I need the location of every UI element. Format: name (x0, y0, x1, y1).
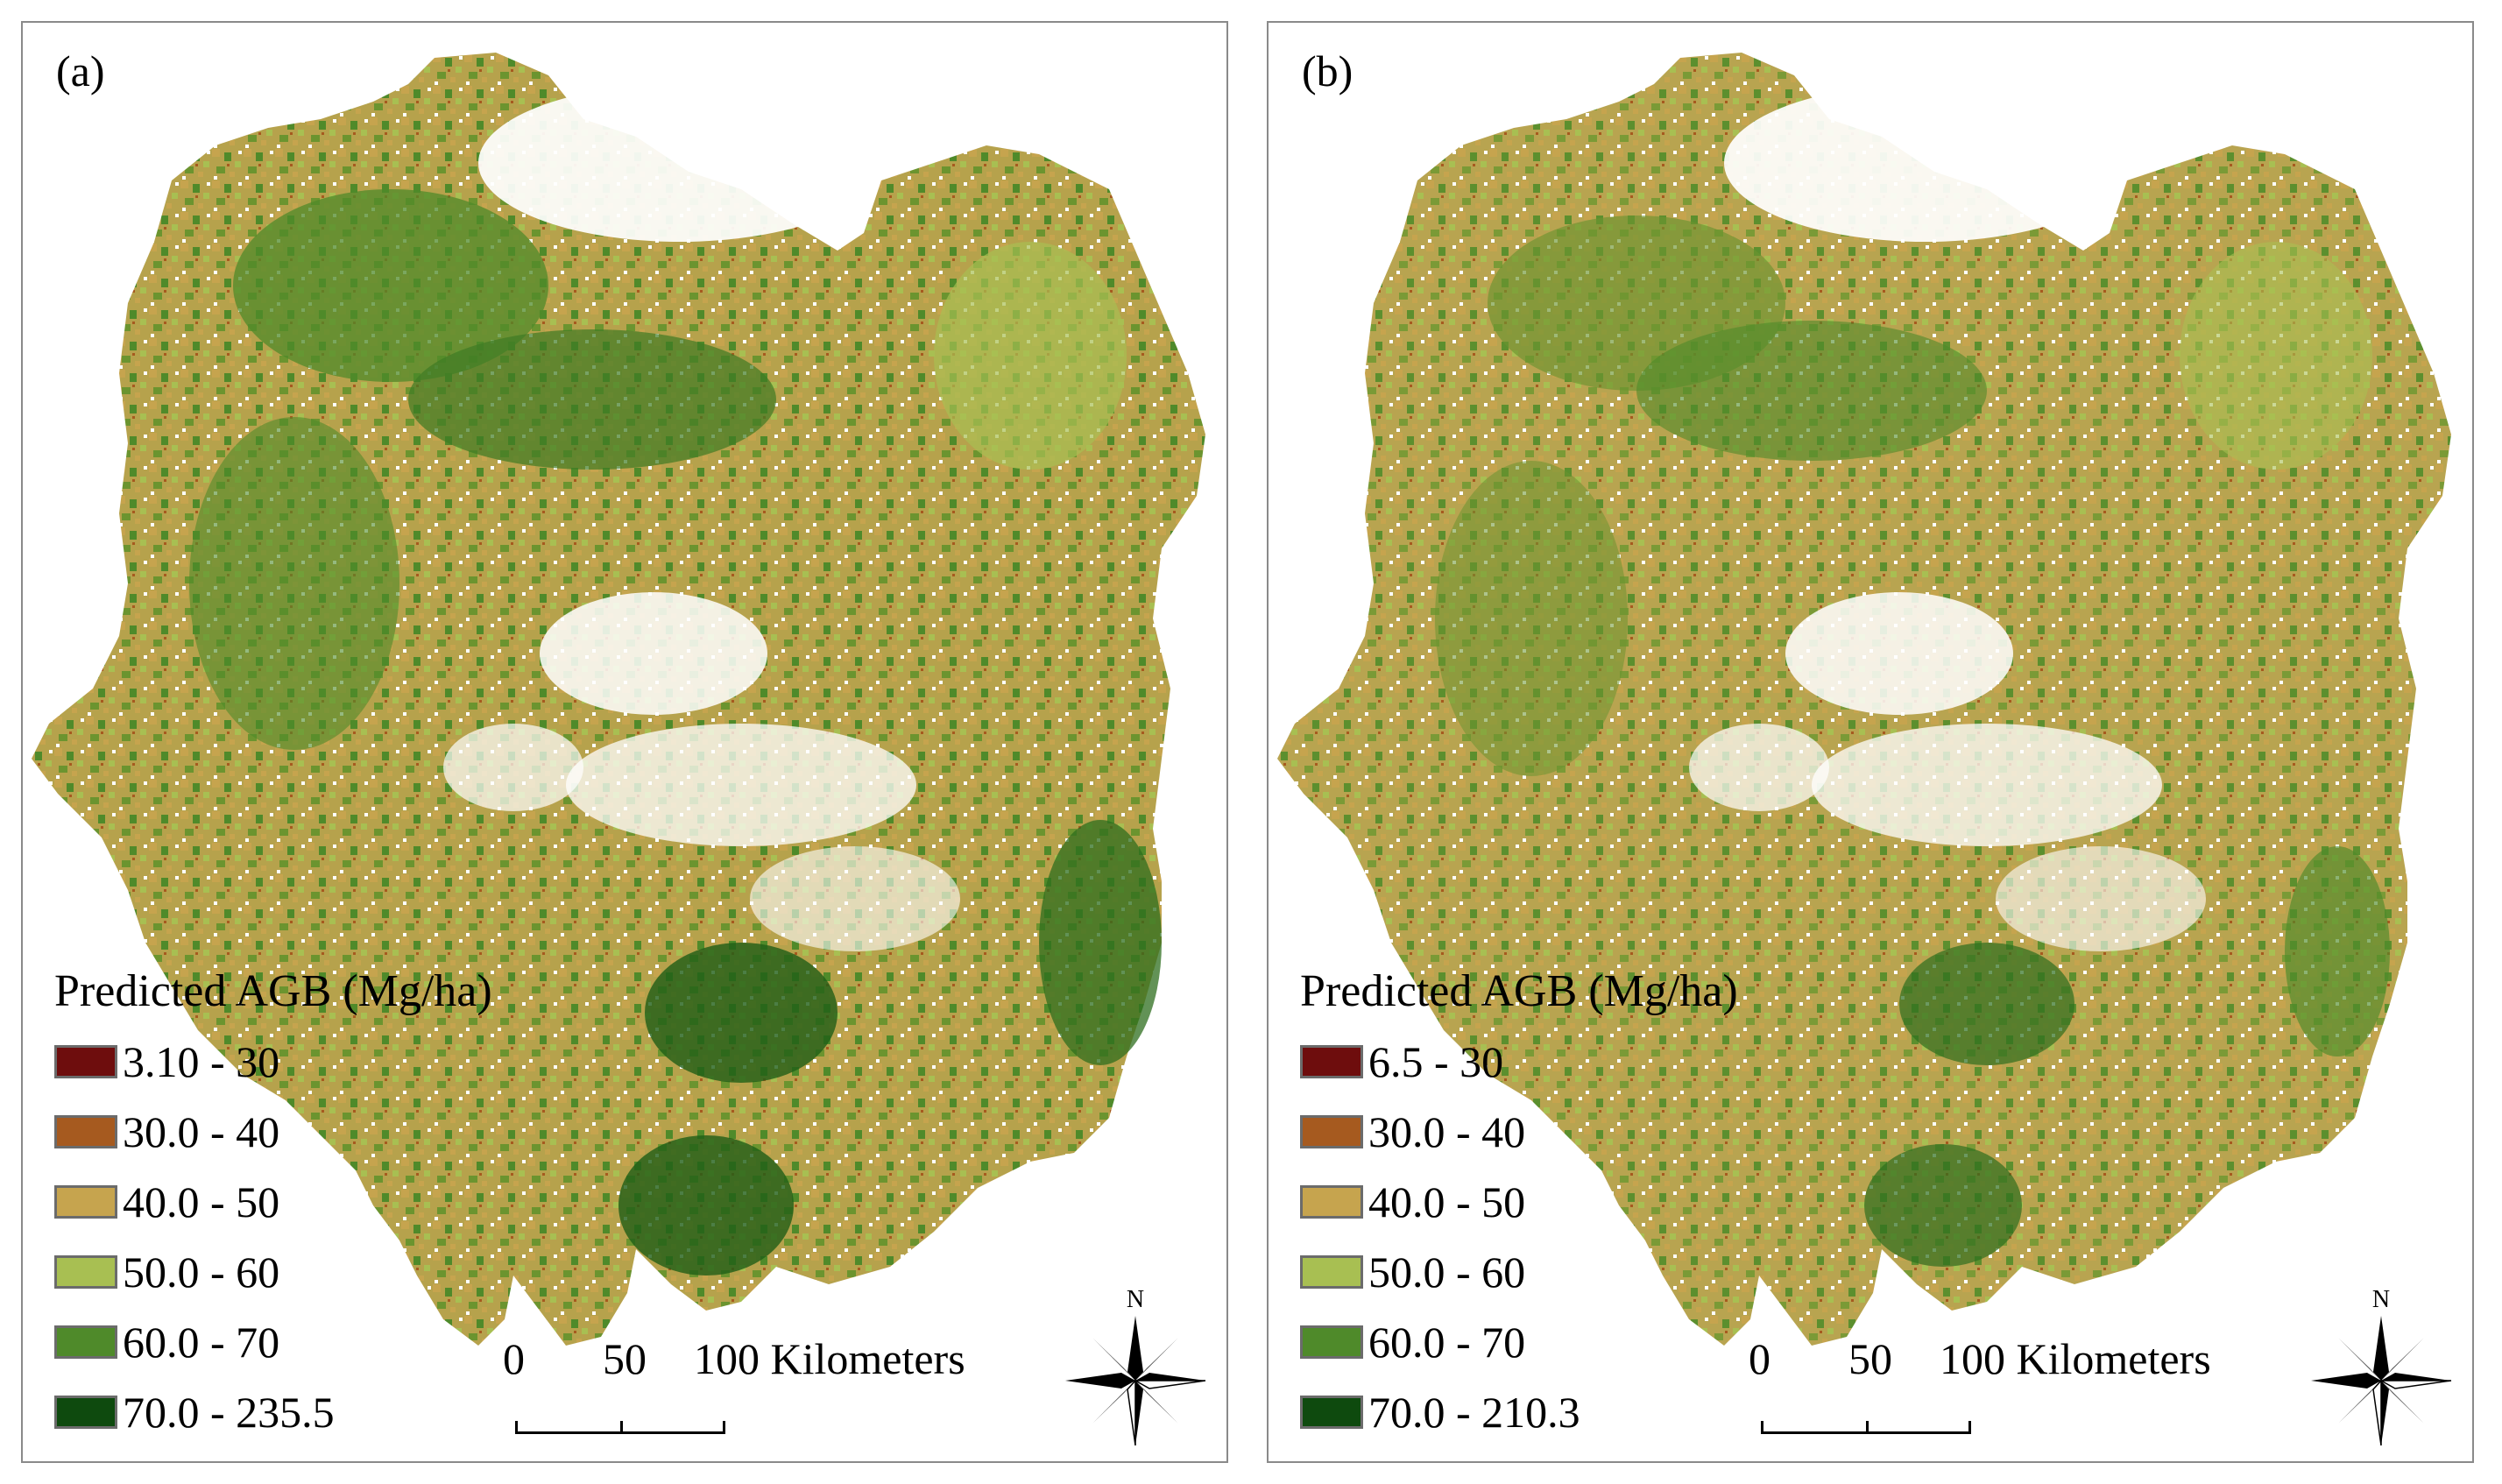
north-label: N (1127, 1286, 1144, 1313)
scale-label-100: 100 Kilometers (1940, 1334, 2211, 1383)
legend-swatch (54, 1185, 117, 1219)
legend-label: 6.5 - 30 (1368, 1037, 1504, 1086)
legend-swatch (1300, 1045, 1363, 1078)
legend-item: 50.0 - 60 (1300, 1237, 1738, 1307)
legend-label: 50.0 - 60 (123, 1247, 280, 1297)
legend-swatch (1300, 1255, 1363, 1289)
legend-item: 60.0 - 70 (54, 1307, 492, 1377)
legend-swatch (54, 1045, 117, 1078)
legend-item: 3.10 - 30 (54, 1027, 492, 1097)
legend-item: 40.0 - 50 (54, 1167, 492, 1237)
legend-item: 60.0 - 70 (1300, 1307, 1738, 1377)
legend-label: 40.0 - 50 (123, 1177, 280, 1226)
legend-swatch (1300, 1396, 1363, 1429)
legend-item: 40.0 - 50 (1300, 1167, 1738, 1237)
north-label: N (2372, 1286, 2390, 1313)
agb-map-b (1277, 53, 2451, 1346)
legend-label: 70.0 - 235.5 (123, 1388, 335, 1437)
legend-label: 30.0 - 40 (1368, 1107, 1526, 1156)
panel-label: (a) (56, 46, 105, 95)
legend: Predicted AGB (Mg/ha) 3.10 - 30 30.0 - 4… (54, 969, 492, 1447)
legend-swatch (1300, 1115, 1363, 1148)
legend-label: 50.0 - 60 (1368, 1247, 1526, 1297)
legend-item: 50.0 - 60 (54, 1237, 492, 1307)
scale-label-0: 0 (503, 1334, 525, 1383)
legend-title: Predicted AGB (Mg/ha) (1300, 966, 1738, 1016)
scale-tick (1761, 1421, 1763, 1434)
legend-swatch (54, 1115, 117, 1148)
map-panel-a: (a) Predicted AGB (Mg/ha) 3.10 - 30 30.0… (21, 21, 1228, 1463)
legend-swatch (54, 1325, 117, 1359)
scale-label-0: 0 (1749, 1334, 1770, 1383)
scale-label-100: 100 Kilometers (694, 1334, 965, 1383)
legend-swatch (54, 1396, 117, 1429)
scale-tick (620, 1421, 623, 1434)
scale-bar: 0 50 100 Kilometers (461, 1337, 986, 1451)
legend-label: 60.0 - 70 (1368, 1318, 1526, 1367)
legend-label: 3.10 - 30 (123, 1037, 280, 1086)
legend-label: 30.0 - 40 (123, 1107, 280, 1156)
legend-item: 30.0 - 40 (1300, 1097, 1738, 1167)
scale-label-50: 50 (1848, 1334, 1892, 1383)
legend-label: 40.0 - 50 (1368, 1177, 1526, 1226)
agb-map-a (32, 53, 1205, 1346)
scale-tick (515, 1421, 518, 1434)
scale-tick (1866, 1421, 1869, 1434)
legend-item: 70.0 - 210.3 (1300, 1377, 1738, 1447)
legend-swatch (1300, 1185, 1363, 1219)
legend-swatch (54, 1255, 117, 1289)
scale-label-50: 50 (603, 1334, 647, 1383)
legend-item: 70.0 - 235.5 (54, 1377, 492, 1447)
legend-item: 30.0 - 40 (54, 1097, 492, 1167)
legend-title: Predicted AGB (Mg/ha) (54, 966, 492, 1016)
legend-item: 6.5 - 30 (1300, 1027, 1738, 1097)
scale-bar: 0 50 100 Kilometers (1707, 1337, 2232, 1451)
panel-label: (b) (1302, 46, 1353, 95)
north-arrow-icon: N (2311, 1286, 2452, 1446)
north-arrow-icon: N (1065, 1286, 1206, 1446)
legend-label: 70.0 - 210.3 (1368, 1388, 1580, 1437)
legend-label: 60.0 - 70 (123, 1318, 280, 1367)
scale-tick (1968, 1421, 1971, 1434)
legend-swatch (1300, 1325, 1363, 1359)
legend: Predicted AGB (Mg/ha) 6.5 - 30 30.0 - 40… (1300, 969, 1738, 1447)
map-panel-b: (b) Predicted AGB (Mg/ha) 6.5 - 30 30.0 … (1267, 21, 2474, 1463)
scale-tick (723, 1421, 725, 1434)
